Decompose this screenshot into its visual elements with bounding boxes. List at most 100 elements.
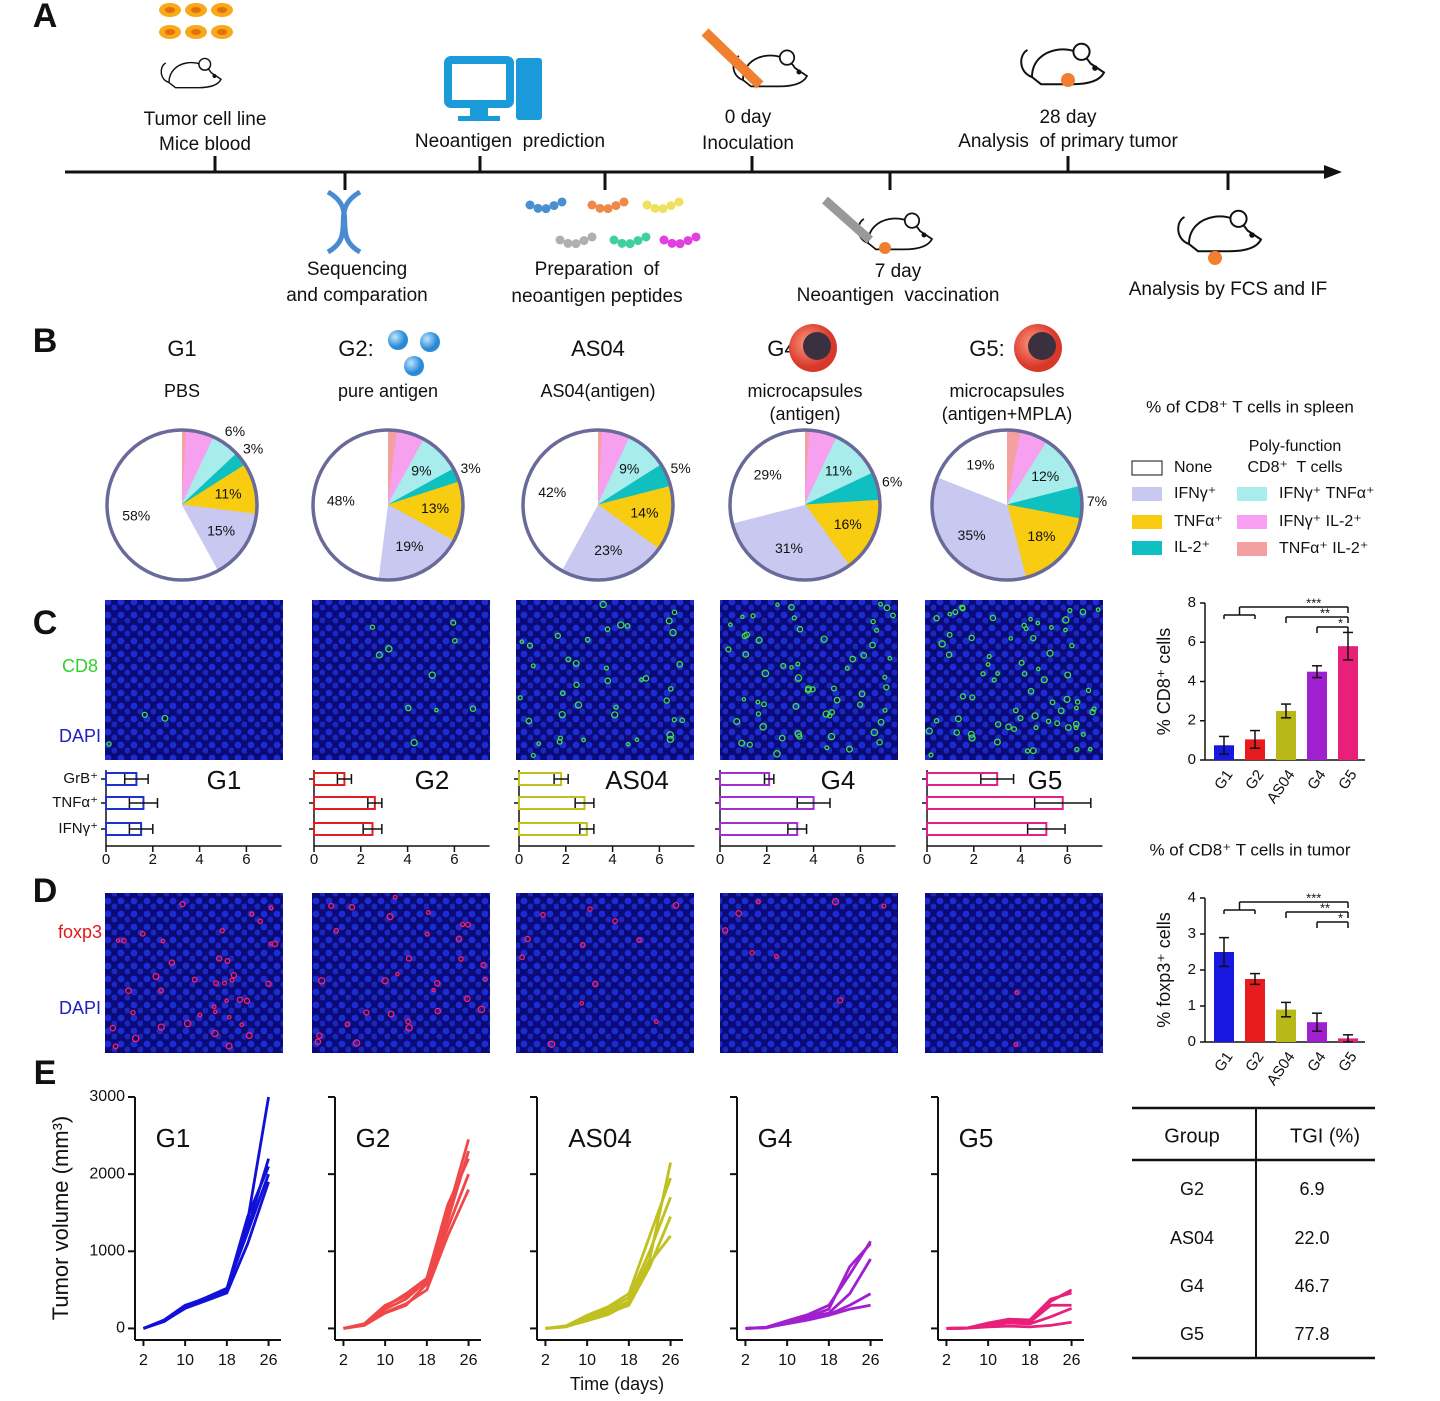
bar xyxy=(1245,979,1265,1042)
x-tick-label: AS04 xyxy=(1264,767,1299,807)
x-tick-label: 0 xyxy=(102,851,110,868)
stained-cell xyxy=(727,622,733,628)
bar xyxy=(1214,952,1234,1042)
x-tick-label: 10 xyxy=(778,1352,796,1369)
x-tick-label: 2 xyxy=(942,1352,951,1369)
stained-cell xyxy=(755,699,761,705)
stained-cell xyxy=(666,735,675,744)
stained-cell xyxy=(845,745,853,753)
stained-cell xyxy=(938,640,946,648)
stained-cell xyxy=(236,996,244,1003)
stained-cell xyxy=(219,927,225,934)
legend-subtitle: CD8⁺ T cells xyxy=(1248,459,1343,476)
significance-label: ** xyxy=(1320,605,1330,620)
stained-cell xyxy=(584,636,591,643)
pie-subtitle: AS04(antigen) xyxy=(540,381,655,401)
stained-cell xyxy=(557,735,564,741)
group-label: G4 xyxy=(821,765,856,795)
peptide-bead xyxy=(525,200,535,210)
legend-swatch xyxy=(1132,487,1162,501)
stained-cell xyxy=(1013,1042,1019,1048)
stained-cell xyxy=(239,1022,245,1028)
stained-cell xyxy=(161,714,169,722)
pie-outline xyxy=(311,428,465,582)
stained-cell xyxy=(469,705,477,712)
group-label: G2 xyxy=(415,765,450,795)
bar xyxy=(1276,1009,1296,1042)
pie-title: G2: xyxy=(338,336,373,361)
antigen-icon xyxy=(420,332,440,352)
mouse-ear xyxy=(903,212,921,229)
stained-cell xyxy=(131,1034,140,1043)
stained-cell xyxy=(603,665,610,671)
antigen-icon xyxy=(404,356,424,376)
peptide-bead xyxy=(549,201,559,211)
stained-cell xyxy=(830,685,837,692)
error-bar xyxy=(1026,824,1066,834)
y-tick-label: GrB⁺ xyxy=(63,770,98,787)
stained-cell xyxy=(434,1007,442,1015)
stained-cell xyxy=(530,663,536,669)
pie-value-label: 31% xyxy=(775,540,803,556)
pie-value-label: 18% xyxy=(1027,528,1055,544)
stained-cell xyxy=(780,662,787,669)
stained-cell xyxy=(1005,723,1012,731)
mouse-icon xyxy=(160,57,222,89)
stained-cell xyxy=(431,987,436,993)
microscopy-image xyxy=(312,893,490,1053)
stained-cell xyxy=(139,930,146,937)
y-tick-label: 0 xyxy=(1188,751,1196,768)
x-tick-label: 2 xyxy=(741,1352,750,1369)
bar xyxy=(1307,1022,1327,1042)
y-tick-label: 0 xyxy=(116,1320,125,1337)
stained-cell xyxy=(197,1012,203,1018)
stained-cell xyxy=(755,899,761,905)
peptide-bead xyxy=(659,235,669,245)
x-tick-label: 2 xyxy=(763,851,771,868)
stained-cell xyxy=(759,722,767,731)
legend-swatch xyxy=(1237,515,1267,529)
timeline-text: Inoculation xyxy=(702,133,794,154)
stained-cell xyxy=(874,627,880,633)
legend-swatch xyxy=(1237,487,1267,501)
stained-cell xyxy=(671,717,678,723)
timeline-text: Preparation of xyxy=(535,259,660,280)
stained-cell xyxy=(986,653,992,659)
peptide-bead xyxy=(625,239,635,249)
y-tick-label: 8 xyxy=(1188,594,1196,611)
stained-cell xyxy=(750,613,756,619)
stained-cell xyxy=(130,1009,136,1016)
pie-title: G1 xyxy=(167,336,196,361)
stained-cell xyxy=(1008,636,1014,641)
stained-cell xyxy=(947,611,953,617)
stained-cell xyxy=(344,1021,351,1028)
x-tick-label: 6 xyxy=(856,851,864,868)
stained-cell xyxy=(604,626,611,633)
y-tick-label: TNFα⁺ xyxy=(52,794,98,811)
stained-cell xyxy=(257,918,263,925)
y-axis-label: Tumor volume (mm³) xyxy=(48,1116,73,1321)
stained-cell xyxy=(887,656,893,661)
stained-cell xyxy=(778,734,786,742)
pie-subtitle: microcapsules xyxy=(747,381,862,401)
stained-cell xyxy=(540,911,546,918)
peptide-bead xyxy=(587,232,597,242)
syringe-icon xyxy=(822,196,873,244)
chart-title: % of CD8⁺ T cells in tumor xyxy=(1149,840,1350,859)
error-bar xyxy=(128,798,159,808)
image-label: DAPI xyxy=(59,726,101,746)
tower-icon xyxy=(516,58,542,120)
stained-cell xyxy=(333,927,340,934)
stained-cell xyxy=(1074,746,1080,753)
stained-cell xyxy=(624,622,631,629)
mouse-eye xyxy=(212,73,217,79)
group-label: G5 xyxy=(1028,765,1063,795)
timeline-text: Analysis of primary tumor xyxy=(958,131,1178,152)
stained-cell xyxy=(824,745,830,751)
error-bar xyxy=(367,798,383,808)
stained-cell xyxy=(959,693,967,700)
group-label: AS04 xyxy=(568,1123,632,1153)
mouse-icon xyxy=(1020,42,1106,86)
stained-cell xyxy=(433,980,441,987)
timeline-text: Neoantigen vaccination xyxy=(797,285,1000,306)
